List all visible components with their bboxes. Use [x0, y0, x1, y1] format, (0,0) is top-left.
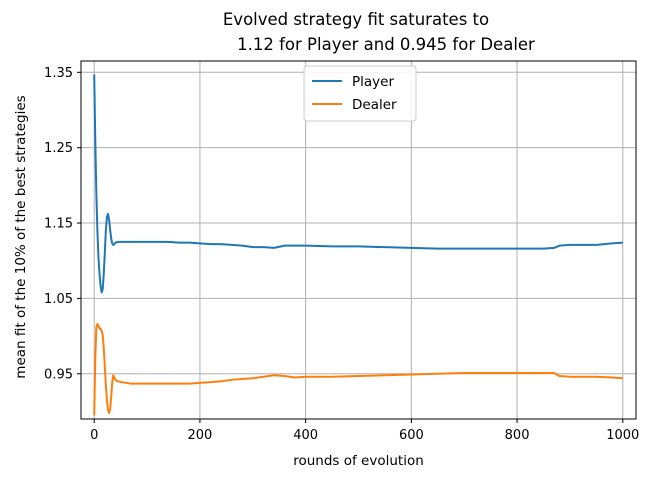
legend-label-dealer: Dealer: [352, 97, 397, 113]
chart-title-line-1: Evolved strategy fit saturates to: [223, 10, 489, 29]
chart-title-line-2: 1.12 for Player and 0.945 for Dealer: [237, 35, 535, 54]
series-line-dealer: [93, 323, 623, 416]
y-axis: 0.95 1.05 1.15 1.25 1.35: [44, 66, 81, 382]
y-axis-label: mean fit of the 10% of the best strategi…: [13, 95, 29, 378]
x-tick-label: 0: [90, 428, 98, 443]
y-tick-label: 1.15: [44, 217, 73, 232]
legend: Player Dealer: [303, 65, 417, 122]
plot-frame: [80, 60, 637, 420]
series-layer: [93, 74, 623, 416]
x-tick-label: 1000: [606, 428, 639, 443]
legend-label-player: Player: [352, 74, 394, 90]
y-tick-label: 1.35: [44, 66, 73, 81]
x-tick-label: 600: [399, 428, 424, 443]
series-line-player: [93, 74, 623, 294]
x-axis-label: rounds of evolution: [293, 453, 424, 469]
x-tick-label: 200: [188, 428, 213, 443]
y-tick-label: 0.95: [44, 367, 73, 382]
x-tick-label: 800: [505, 428, 530, 443]
legend-box: [303, 65, 417, 122]
y-tick-label: 1.25: [44, 141, 73, 156]
x-axis: 0 200 400 600 800 1000: [90, 419, 639, 443]
x-tick-label: 400: [293, 428, 318, 443]
y-tick-label: 1.05: [44, 292, 73, 307]
